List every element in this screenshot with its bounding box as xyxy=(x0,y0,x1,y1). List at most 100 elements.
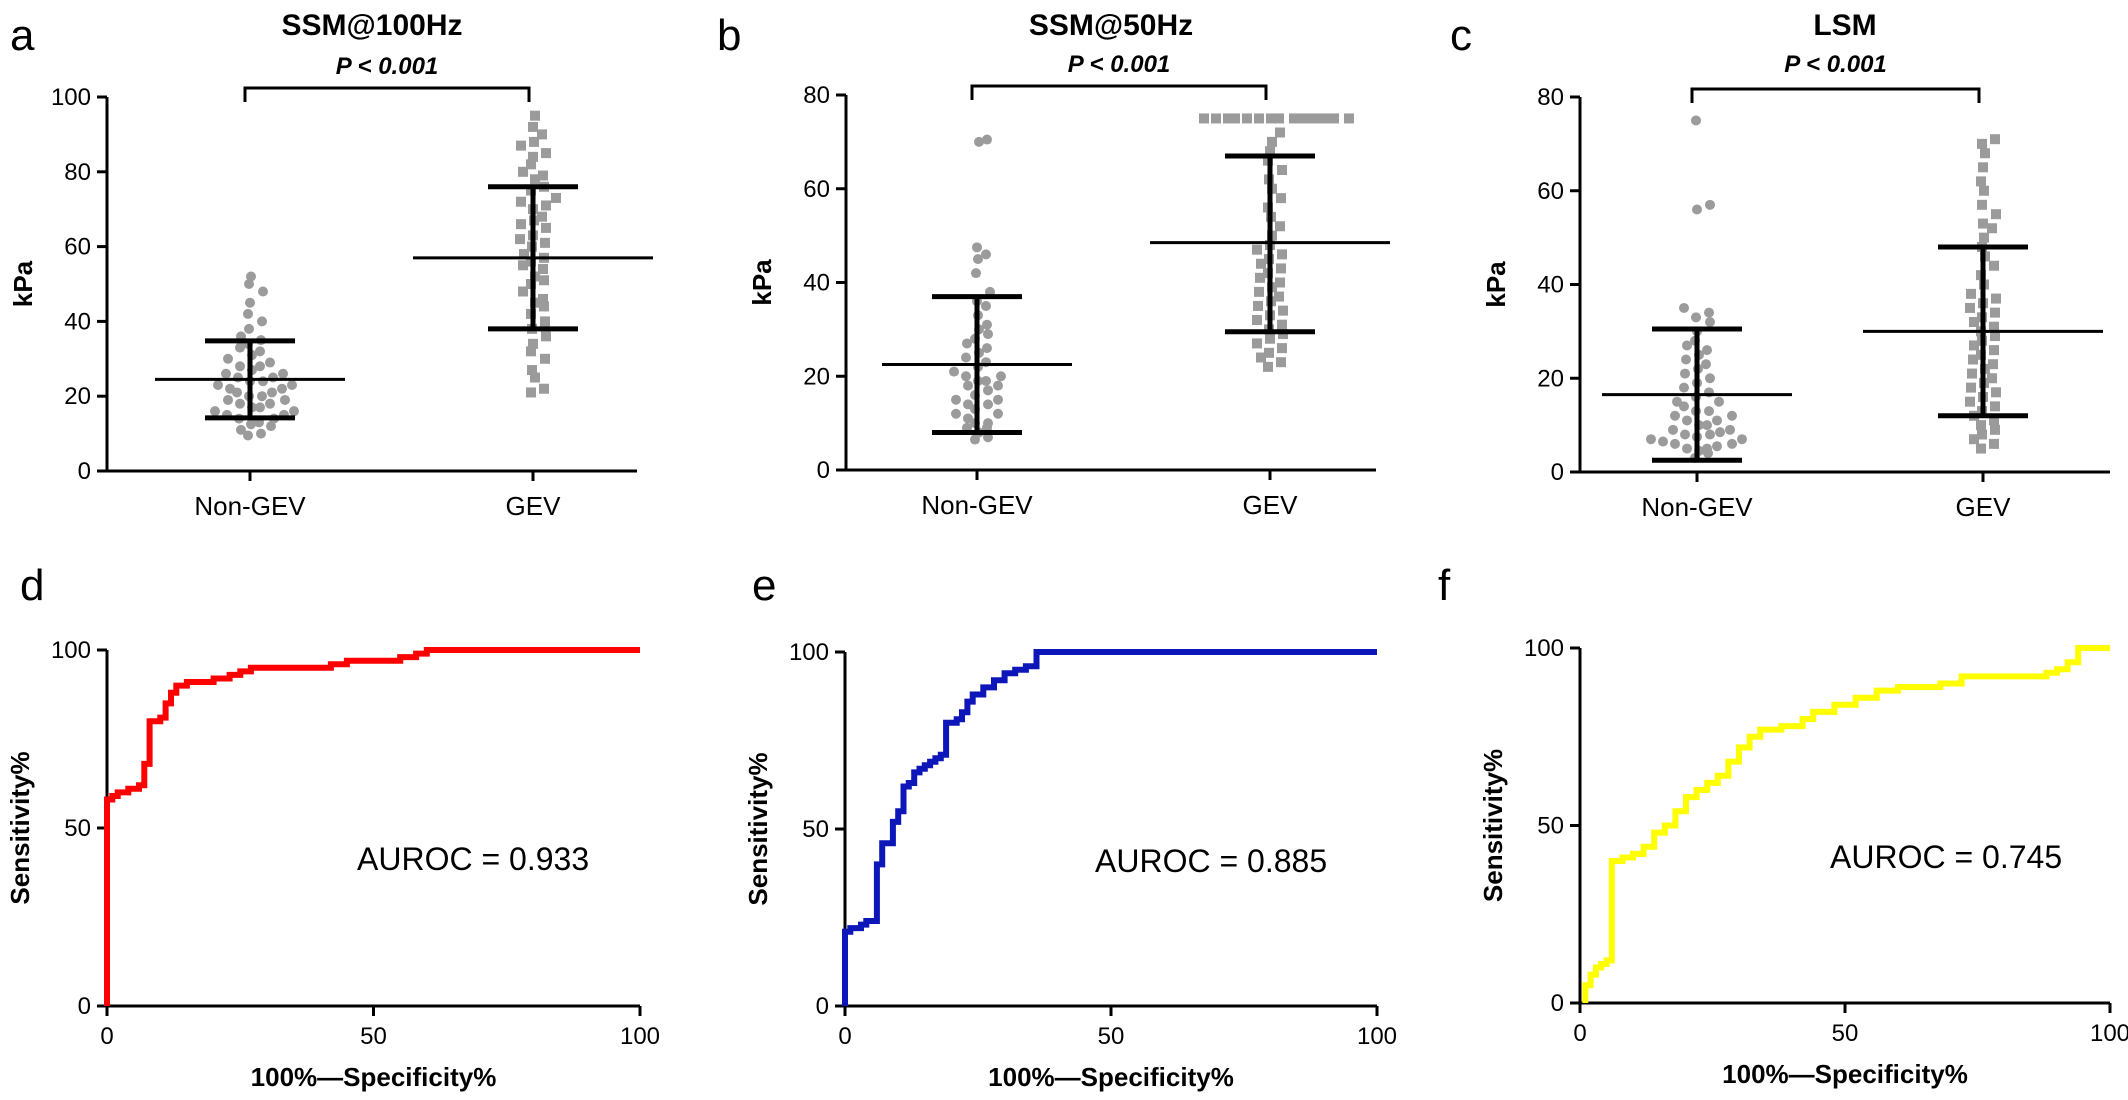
auroc-annotation: AUROC = 0.885 xyxy=(1095,843,1327,879)
data-point xyxy=(277,383,287,394)
data-point xyxy=(515,234,525,245)
data-point xyxy=(962,338,972,349)
y-axis-label: Sensitivity% xyxy=(743,752,773,905)
data-point xyxy=(221,368,231,379)
data-point xyxy=(982,343,992,354)
data-point xyxy=(1679,302,1689,313)
data-point xyxy=(1965,396,1975,407)
x-tick-label: 50 xyxy=(1832,1020,1859,1047)
data-point xyxy=(516,140,526,151)
data-point xyxy=(518,286,528,297)
data-point xyxy=(1670,410,1680,421)
data-point xyxy=(236,424,246,435)
data-point xyxy=(1265,333,1275,344)
y-tick-label: 80 xyxy=(64,159,91,186)
x-category-label: Non-GEV xyxy=(921,490,1033,520)
data-point xyxy=(526,387,536,398)
y-tick-label: 80 xyxy=(1537,84,1564,111)
x-tick-label: 100 xyxy=(620,1023,660,1050)
data-point xyxy=(1242,113,1252,124)
data-point xyxy=(1969,434,1979,445)
data-point xyxy=(1252,244,1262,255)
data-point xyxy=(1714,396,1724,407)
x-tick-label: 50 xyxy=(360,1023,387,1050)
auroc-annotation: AUROC = 0.745 xyxy=(1830,839,2062,875)
y-tick-label: 0 xyxy=(78,993,91,1020)
data-point xyxy=(1987,223,1997,234)
data-point xyxy=(1976,176,1986,187)
data-point xyxy=(538,170,548,181)
panel-a: a 0 20 40 60 80 100 kPa SSM@100Hz P < 0.001 Non-GE… xyxy=(8,9,653,521)
data-point xyxy=(1705,317,1715,327)
y-tick-label: 40 xyxy=(1537,272,1564,299)
panel-c: c 0 20 40 60 80 kPa LSM P < 0.001 Non-GEV GEV xyxy=(1450,9,2110,522)
y-tick-label: 60 xyxy=(803,176,830,203)
data-point xyxy=(289,406,299,417)
data-point xyxy=(1991,293,2001,304)
data-point xyxy=(1680,368,1690,379)
data-point xyxy=(1658,436,1668,447)
data-point xyxy=(1966,382,1976,393)
data-point xyxy=(983,418,993,429)
data-point xyxy=(1275,221,1285,232)
data-point xyxy=(981,375,991,386)
panel-title: SSM@50Hz xyxy=(1029,9,1193,42)
x-axis-label: 100%—Specificity% xyxy=(251,1062,497,1092)
data-point xyxy=(981,249,991,260)
data-point xyxy=(983,385,993,396)
data-point xyxy=(1682,340,1692,351)
data-point xyxy=(949,366,959,377)
y-tick-label: 80 xyxy=(803,82,830,109)
data-point xyxy=(1264,347,1274,358)
data-point xyxy=(287,379,297,390)
data-point xyxy=(1670,438,1680,449)
y-axis-label: Sensitivity% xyxy=(1478,749,1508,902)
data-point xyxy=(1977,138,1987,149)
data-point xyxy=(1309,113,1319,124)
data-point xyxy=(539,383,549,394)
data-point xyxy=(1266,113,1276,124)
data-point xyxy=(1712,415,1722,426)
x-tick-label: 100 xyxy=(2090,1020,2128,1047)
data-point xyxy=(1987,373,1997,384)
data-point xyxy=(223,394,233,405)
data-point xyxy=(1967,368,1977,379)
y-axis-label: kPa xyxy=(8,260,38,307)
data-point xyxy=(1255,272,1265,283)
y-axis-label: kPa xyxy=(747,259,777,306)
group-gev: GEV xyxy=(1150,113,1390,520)
data-point xyxy=(973,254,983,265)
x-axis-label: 100%—Specificity% xyxy=(1722,1059,1968,1089)
data-point xyxy=(541,222,551,233)
x-category-label: GEV xyxy=(1243,490,1299,520)
data-point xyxy=(996,371,1006,382)
panel-f: f 0 50 100 Sensitivity% 0 50 100 100%—Specificit… xyxy=(1438,561,2128,1089)
group-non-gev: Non-GEV xyxy=(882,134,1072,520)
data-point xyxy=(1989,345,1999,356)
group-gev: GEV xyxy=(413,110,653,521)
data-point xyxy=(1692,204,1702,215)
data-point xyxy=(963,413,973,424)
data-point xyxy=(268,372,278,383)
data-point xyxy=(278,368,288,379)
data-point xyxy=(1277,165,1287,175)
data-point xyxy=(1705,429,1715,440)
data-point xyxy=(1329,113,1339,124)
data-point xyxy=(257,316,267,327)
data-point xyxy=(1254,113,1264,124)
data-point xyxy=(1252,338,1262,349)
data-point xyxy=(526,346,536,357)
data-point xyxy=(982,134,992,145)
data-point xyxy=(235,398,245,409)
data-point xyxy=(1275,277,1285,288)
significance-label: P < 0.001 xyxy=(1784,51,1887,78)
data-point xyxy=(1277,249,1287,260)
data-point xyxy=(1991,387,2001,398)
data-point xyxy=(993,380,1003,391)
data-point xyxy=(1253,300,1263,311)
group-non-gev: Non-GEV xyxy=(155,271,345,521)
data-point xyxy=(1978,162,1988,173)
data-point xyxy=(1704,406,1714,417)
y-axis-label: kPa xyxy=(1481,261,1511,308)
